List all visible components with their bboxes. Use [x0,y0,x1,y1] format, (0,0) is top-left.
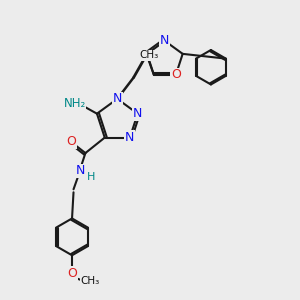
Text: CH₃: CH₃ [81,276,100,286]
Text: NH₂: NH₂ [64,97,86,110]
Text: N: N [133,107,142,120]
Text: N: N [160,34,170,47]
Text: O: O [171,68,181,81]
Text: H: H [87,172,95,182]
Text: N: N [75,164,85,177]
Text: O: O [66,135,76,148]
Text: O: O [67,267,77,280]
Text: N: N [112,92,122,105]
Text: N: N [125,131,135,144]
Text: CH₃: CH₃ [139,50,158,61]
